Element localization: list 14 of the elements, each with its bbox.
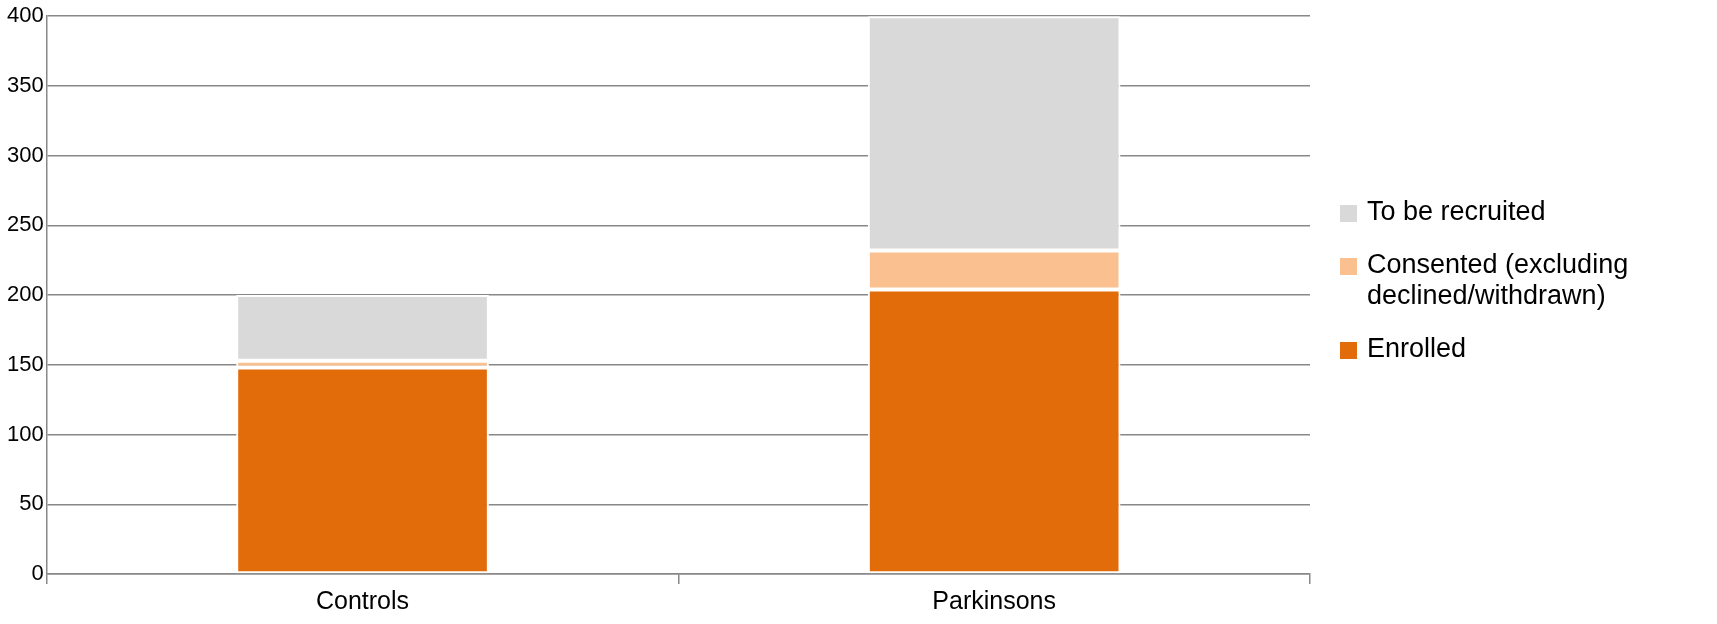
x-tick-label: Parkinsons bbox=[932, 585, 1057, 614]
legend-label: To be recruited bbox=[1367, 196, 1546, 227]
y-tick-label: 150 bbox=[6, 350, 44, 376]
y-tick-label: 400 bbox=[6, 2, 44, 28]
y-tick-label: 300 bbox=[6, 141, 44, 167]
y-tick-label: 0 bbox=[31, 560, 44, 586]
legend-label: Consented (excluding declined/withdrawn) bbox=[1367, 249, 1630, 311]
y-tick-label: 350 bbox=[6, 71, 44, 97]
y-tick-label: 250 bbox=[6, 211, 44, 237]
x-tick-label: Controls bbox=[315, 585, 410, 614]
y-tick-label: 200 bbox=[6, 281, 44, 307]
y-tick-label: 50 bbox=[19, 490, 44, 516]
legend-label: Enrolled bbox=[1367, 333, 1467, 364]
y-tick-label: 100 bbox=[6, 420, 44, 446]
